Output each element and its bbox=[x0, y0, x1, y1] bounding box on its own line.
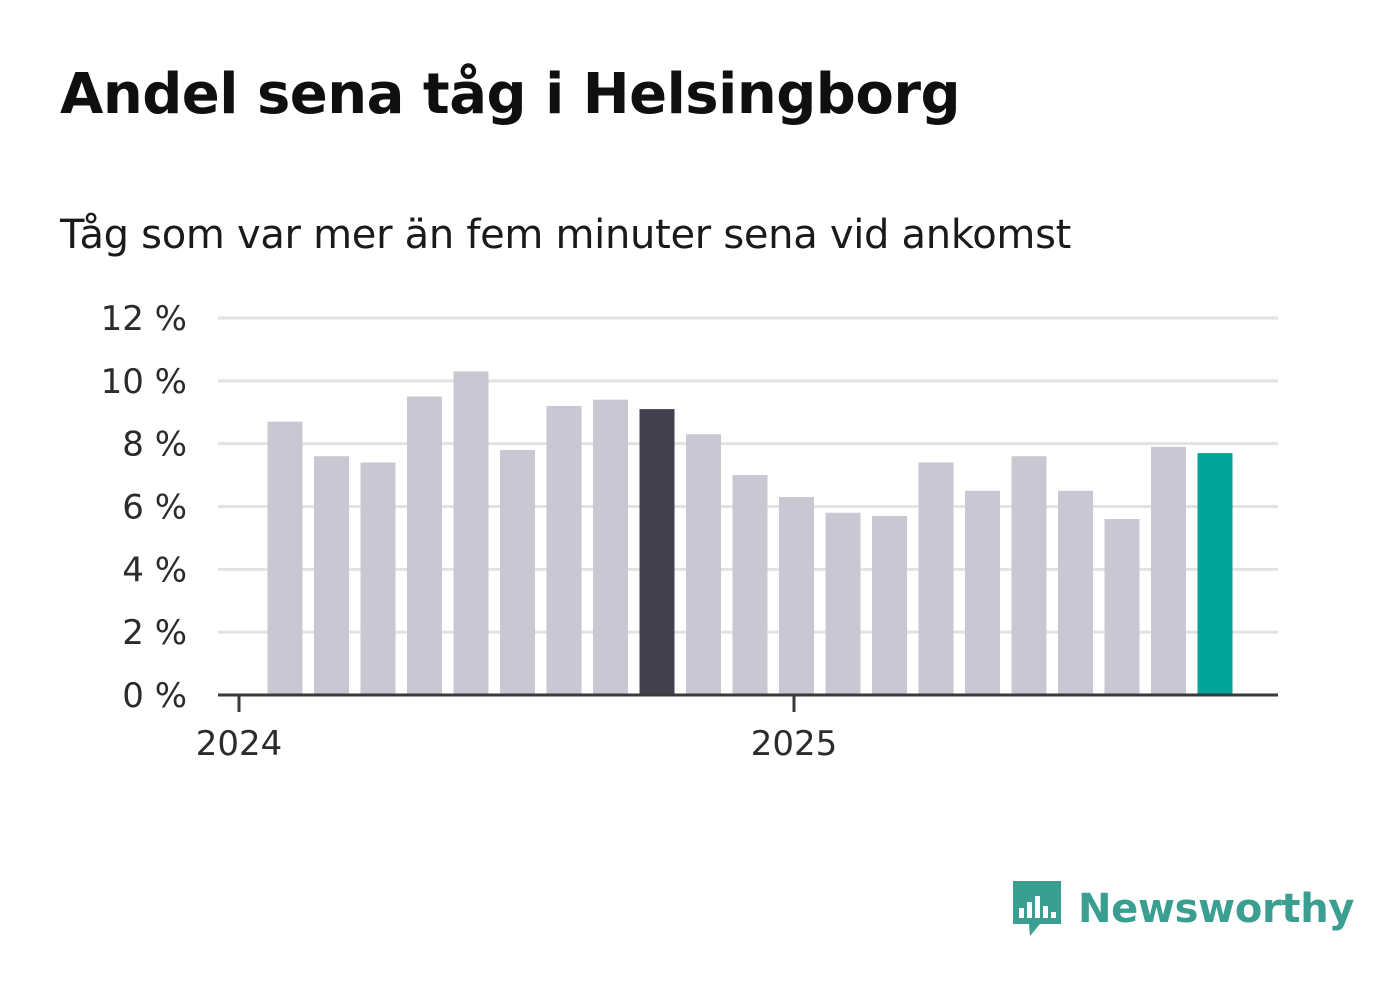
bar bbox=[1058, 490, 1093, 695]
bar bbox=[1151, 446, 1186, 695]
y-tick-label: 12 % bbox=[101, 299, 187, 339]
bar bbox=[872, 515, 907, 695]
chart-title: Andel sena tåg i Helsingborg bbox=[60, 62, 961, 127]
bar bbox=[500, 449, 535, 695]
y-tick-label: 0 % bbox=[122, 676, 187, 716]
bar bbox=[686, 434, 721, 695]
x-tick-label: 2024 bbox=[196, 724, 283, 764]
axes: 0 % 2 % 4 % 6 % 8 % 10 % 12 % 2024 2025 bbox=[101, 299, 1278, 764]
y-tick-label: 10 % bbox=[101, 362, 187, 402]
bar bbox=[314, 456, 349, 695]
bars bbox=[267, 371, 1233, 695]
bar bbox=[546, 405, 582, 695]
bar bbox=[407, 396, 442, 695]
bar bbox=[965, 490, 1000, 695]
bar bbox=[360, 462, 396, 695]
y-tick-label: 2 % bbox=[122, 613, 187, 653]
bar bbox=[1197, 453, 1233, 695]
y-tick-label: 8 % bbox=[122, 425, 187, 465]
newsworthy-logo-text: Newsworthy bbox=[1078, 886, 1355, 932]
chart-subtitle: Tåg som var mer än fem minuter sena vid … bbox=[60, 212, 1072, 258]
y-tick-label: 6 % bbox=[122, 488, 187, 528]
y-tick-label: 4 % bbox=[122, 550, 187, 590]
bar bbox=[639, 409, 675, 695]
bar bbox=[1104, 519, 1140, 695]
newsworthy-logo: Newsworthy bbox=[1010, 878, 1355, 940]
bar bbox=[825, 512, 861, 695]
bar bbox=[453, 371, 489, 695]
bar bbox=[779, 497, 814, 695]
bar bbox=[918, 462, 954, 695]
newsworthy-logo-icon bbox=[1013, 881, 1061, 936]
x-tick-label: 2025 bbox=[751, 724, 838, 764]
bar bbox=[593, 399, 628, 695]
bar bbox=[732, 475, 768, 695]
bar bbox=[267, 421, 303, 695]
bar bbox=[1011, 456, 1047, 695]
